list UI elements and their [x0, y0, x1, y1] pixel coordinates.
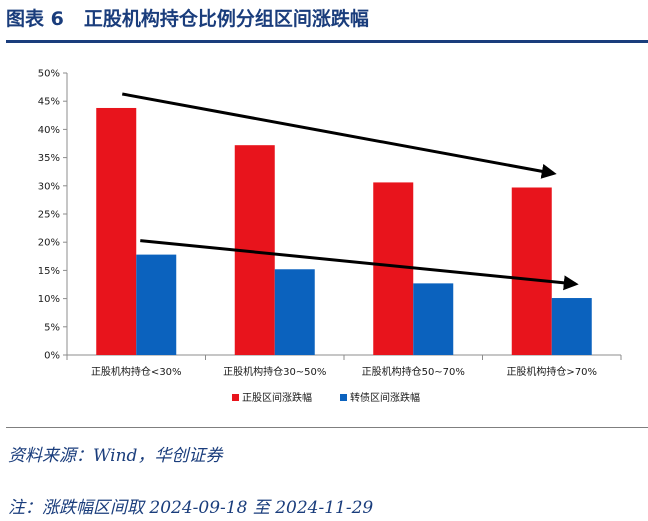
- x-tick-label: 正股机构持仓<30%: [91, 365, 182, 378]
- y-tick-label: 30%: [38, 181, 60, 192]
- y-tick-label: 20%: [38, 238, 60, 249]
- legend-swatch: [232, 394, 239, 401]
- bar-bond: [413, 283, 454, 355]
- y-tick-label: 45%: [38, 97, 60, 108]
- y-tick-label: 50%: [38, 69, 60, 80]
- bar-stock: [96, 107, 137, 355]
- bar-chart: 0% 5% 10% 15% 20% 25% 30% 35% 40% 45% 50% 正股机构持仓<30…: [38, 69, 622, 404]
- chart-area: 0% 5% 10% 15% 20% 25% 30% 35% 40% 45% 50% 正股机构持仓<30…: [6, 43, 648, 427]
- date-range-note: 注：涨跌幅区间取 2024-09-18 至 2024-11-29: [8, 498, 374, 518]
- bar-stock: [511, 187, 552, 355]
- bar-stock: [373, 182, 414, 355]
- x-tick-label: 正股机构持仓>70%: [506, 365, 597, 378]
- y-tick-label: 5%: [44, 322, 60, 333]
- legend-label: 正股区间涨跌幅: [242, 391, 312, 404]
- y-tick-label: 10%: [38, 294, 60, 305]
- trend-arrow-bond: [140, 239, 579, 291]
- y-tick-label: 0%: [44, 351, 60, 362]
- legend-swatch: [340, 394, 347, 401]
- y-tick-label: 25%: [38, 210, 60, 221]
- source-note: 资料来源：Wind，华创证券: [8, 446, 223, 466]
- figure-title-text: 正股机构持仓比例分组区间涨跌幅: [83, 8, 369, 30]
- title-underline: [6, 40, 648, 43]
- chart-bottom-rule: [6, 427, 648, 428]
- trend-arrow-stock: [121, 92, 557, 179]
- figure-number: 图表 6: [6, 8, 64, 30]
- figure-title: 图表 6 正股机构持仓比例分组区间涨跌幅: [6, 2, 369, 36]
- x-tick-label: 正股机构持仓50~70%: [362, 365, 465, 378]
- y-tick-label: 15%: [38, 266, 60, 277]
- legend-label: 转债区间涨跌幅: [350, 391, 420, 404]
- y-tick-label: 40%: [38, 125, 60, 136]
- y-tick-label: 35%: [38, 153, 60, 164]
- x-tick-label: 正股机构持仓30~50%: [223, 365, 326, 378]
- bar-bond: [274, 269, 315, 355]
- bar-bond: [551, 298, 592, 355]
- bar-bond: [136, 254, 177, 355]
